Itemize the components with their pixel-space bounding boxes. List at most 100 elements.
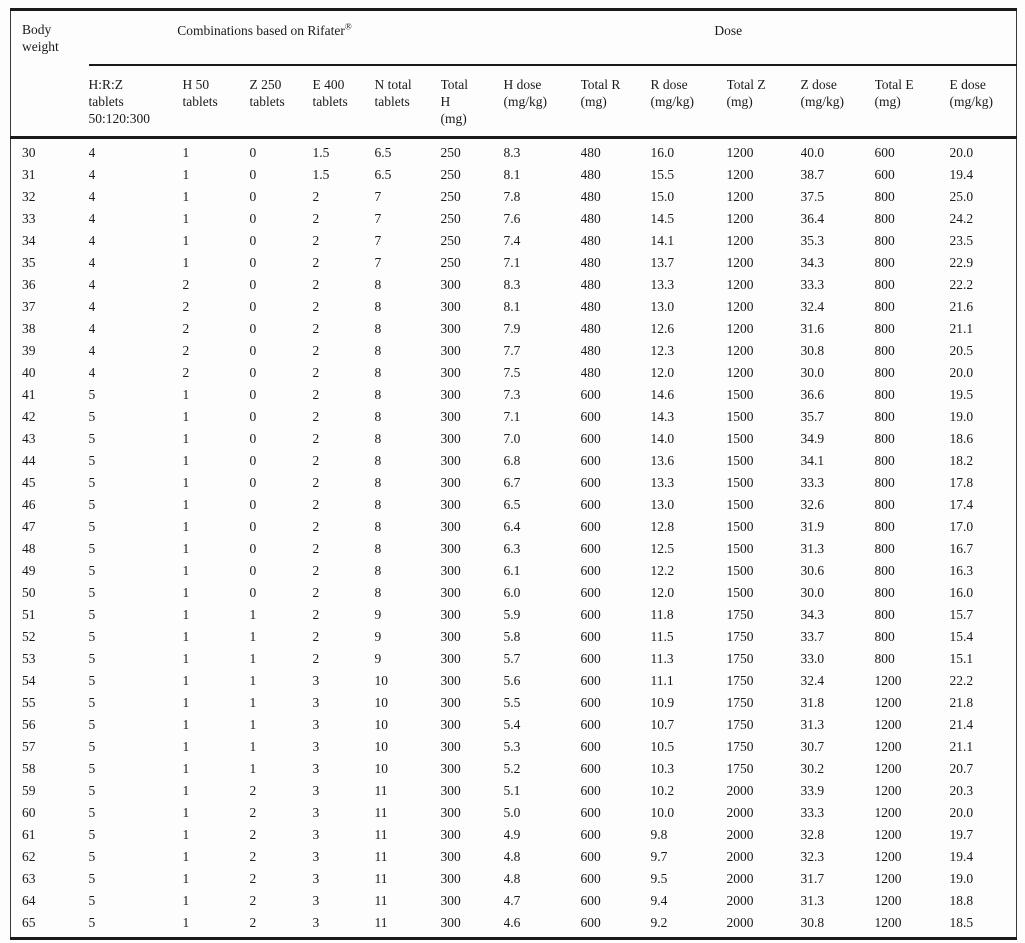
cell-z250-tablets: 2 <box>249 871 257 886</box>
cell-h50-tablets: 1 <box>182 629 190 644</box>
cell-hrz-tablets: 5 <box>88 915 96 930</box>
cell-total-h-mg: 300 <box>440 739 461 754</box>
cell-e-dose-mgkg: 21.4 <box>949 717 974 732</box>
cell-total-e-mg: 800 <box>874 497 895 512</box>
cell-body-weight: 39 <box>22 343 36 358</box>
cell-hrz-tablets: 5 <box>88 629 96 644</box>
cell-hrz-tablets: 4 <box>88 145 96 160</box>
cell-h-dose-mgkg: 6.3 <box>503 541 521 556</box>
table-row: 56 5 1 1 3 10 300 5.4 600 10.7 1750 31.3 1200 21.4 <box>11 714 1017 736</box>
cell-total-h-mg: 300 <box>440 871 461 886</box>
table-row: 49 5 1 0 2 8 300 6.1 600 12.2 1500 30.6 800 16.3 <box>11 560 1017 582</box>
cell-body-weight: 38 <box>22 321 36 336</box>
cell-r-dose-mgkg: 10.9 <box>650 695 675 710</box>
cell-n-total-tablets: 11 <box>374 849 388 864</box>
cell-n-total-tablets: 11 <box>374 827 388 842</box>
table-row: 31 4 1 0 1.5 6.5 250 8.1 480 15.5 1200 38.7 600 19.4 <box>11 164 1017 186</box>
cell-total-e-mg: 600 <box>874 145 895 160</box>
cell-e400-tablets: 3 <box>312 893 320 908</box>
cell-h-dose-mgkg: 7.1 <box>503 255 521 270</box>
cell-h-dose-mgkg: 7.6 <box>503 211 521 226</box>
table-row: 57 5 1 1 3 10 300 5.3 600 10.5 1750 30.7 1200 21.1 <box>11 736 1017 758</box>
cell-z-dose-mgkg: 34.3 <box>800 607 825 622</box>
cell-e-dose-mgkg: 21.1 <box>949 321 974 336</box>
cell-body-weight: 37 <box>22 299 36 314</box>
cell-body-weight: 40 <box>22 365 36 380</box>
cell-r-dose-mgkg: 12.5 <box>650 541 675 556</box>
cell-r-dose-mgkg: 16.0 <box>650 145 675 160</box>
cell-n-total-tablets: 8 <box>374 519 382 534</box>
cell-r-dose-mgkg: 14.6 <box>650 387 675 402</box>
cell-h50-tablets: 1 <box>182 189 190 204</box>
cell-total-z-mg: 1200 <box>726 277 754 292</box>
cell-e-dose-mgkg: 20.5 <box>949 343 974 358</box>
cell-body-weight: 64 <box>22 893 36 908</box>
cell-hrz-tablets: 4 <box>88 167 96 182</box>
table-row: 34 4 1 0 2 7 250 7.4 480 14.1 1200 35.3 800 23.5 <box>11 230 1017 252</box>
rifater-dose-table: Body weight Combinations based on Rifate… <box>10 8 1017 940</box>
cell-h50-tablets: 1 <box>182 805 190 820</box>
cell-hrz-tablets: 5 <box>88 387 96 402</box>
cell-e-dose-mgkg: 19.4 <box>949 849 974 864</box>
cell-total-r-mg: 600 <box>580 915 601 930</box>
cell-e-dose-mgkg: 18.2 <box>949 453 974 468</box>
cell-h50-tablets: 1 <box>182 673 190 688</box>
cell-n-total-tablets: 6.5 <box>374 167 392 182</box>
cell-total-r-mg: 600 <box>580 387 601 402</box>
cell-body-weight: 30 <box>22 145 36 160</box>
cell-h-dose-mgkg: 7.9 <box>503 321 521 336</box>
cell-z250-tablets: 0 <box>249 189 257 204</box>
cell-body-weight: 56 <box>22 717 36 732</box>
cell-total-r-mg: 480 <box>580 277 601 292</box>
cell-hrz-tablets: 5 <box>88 673 96 688</box>
cell-h-dose-mgkg: 7.8 <box>503 189 521 204</box>
cell-n-total-tablets: 8 <box>374 497 382 512</box>
cell-h-dose-mgkg: 5.6 <box>503 673 521 688</box>
cell-total-r-mg: 480 <box>580 255 601 270</box>
cell-r-dose-mgkg: 11.8 <box>650 607 674 622</box>
cell-z-dose-mgkg: 33.0 <box>800 651 825 666</box>
cell-body-weight: 36 <box>22 277 36 292</box>
cell-hrz-tablets: 4 <box>88 343 96 358</box>
cell-total-h-mg: 300 <box>440 321 461 336</box>
cell-e-dose-mgkg: 16.7 <box>949 541 974 556</box>
cell-total-z-mg: 1200 <box>726 343 754 358</box>
cell-h50-tablets: 1 <box>182 409 190 424</box>
cell-z250-tablets: 0 <box>249 497 257 512</box>
cell-r-dose-mgkg: 12.0 <box>650 365 675 380</box>
cell-total-z-mg: 1200 <box>726 211 754 226</box>
cell-z-dose-mgkg: 37.5 <box>800 189 825 204</box>
cell-e400-tablets: 1.5 <box>312 145 330 160</box>
cell-n-total-tablets: 9 <box>374 651 382 666</box>
cell-z250-tablets: 2 <box>249 805 257 820</box>
cell-e400-tablets: 3 <box>312 717 320 732</box>
cell-e400-tablets: 2 <box>312 343 320 358</box>
cell-total-e-mg: 800 <box>874 629 895 644</box>
cell-z-dose-mgkg: 30.6 <box>800 563 825 578</box>
cell-r-dose-mgkg: 13.7 <box>650 255 675 270</box>
cell-z250-tablets: 1 <box>249 739 257 754</box>
cell-z-dose-mgkg: 31.9 <box>800 519 825 534</box>
cell-r-dose-mgkg: 15.0 <box>650 189 675 204</box>
cell-hrz-tablets: 4 <box>88 321 96 336</box>
cell-body-weight: 62 <box>22 849 36 864</box>
cell-total-z-mg: 1750 <box>726 629 754 644</box>
cell-e400-tablets: 3 <box>312 783 320 798</box>
cell-e-dose-mgkg: 20.0 <box>949 365 974 380</box>
cell-total-e-mg: 800 <box>874 651 895 666</box>
cell-z250-tablets: 0 <box>249 519 257 534</box>
cell-n-total-tablets: 8 <box>374 541 382 556</box>
cell-z-dose-mgkg: 32.4 <box>800 673 825 688</box>
cell-total-r-mg: 600 <box>580 761 601 776</box>
cell-total-h-mg: 300 <box>440 343 461 358</box>
cell-total-e-mg: 800 <box>874 299 895 314</box>
cell-total-e-mg: 1200 <box>874 783 902 798</box>
cell-e-dose-mgkg: 20.0 <box>949 805 974 820</box>
cell-total-e-mg: 800 <box>874 541 895 556</box>
cell-e400-tablets: 2 <box>312 497 320 512</box>
cell-hrz-tablets: 5 <box>88 563 96 578</box>
table-row: 46 5 1 0 2 8 300 6.5 600 13.0 1500 32.6 800 17.4 <box>11 494 1017 516</box>
cell-h50-tablets: 2 <box>182 343 190 358</box>
cell-total-e-mg: 800 <box>874 519 895 534</box>
